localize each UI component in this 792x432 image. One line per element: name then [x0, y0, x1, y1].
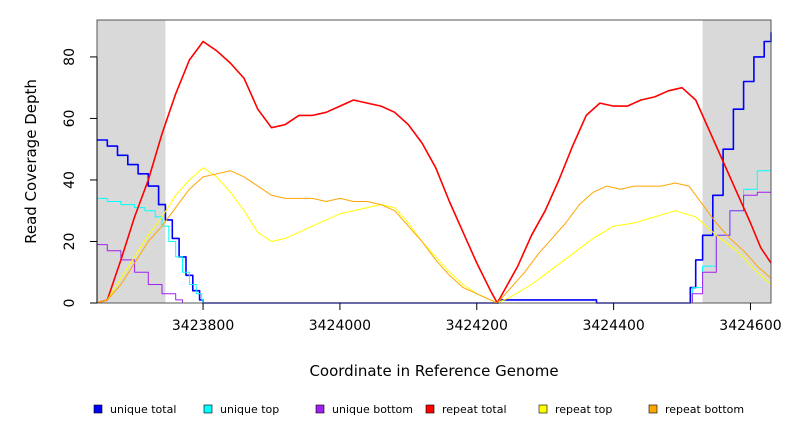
x-tick-label-4: 3424400: [582, 318, 644, 334]
y-tick-label-3: 40: [62, 171, 78, 189]
legend-swatch-unique-bottom: [315, 404, 325, 414]
x-tick-label-2: 3424000: [309, 318, 371, 334]
x-tick-label-5: 3424600: [719, 318, 781, 334]
legend-swatch-repeat-bottom: [648, 404, 658, 414]
legend-swatch-repeat-total: [425, 404, 435, 414]
legend-swatch-unique-top: [203, 404, 213, 414]
y-tick-label-4: 60: [62, 110, 78, 128]
series-line-repeat-top: [96, 167, 772, 304]
x-tick-label-1: 3423800: [172, 318, 234, 334]
series-line-unique-total: [97, 32, 772, 304]
legend-swatch-repeat-top: [538, 404, 548, 414]
series-line-repeat-bottom: [96, 170, 772, 304]
x-axis-title: Coordinate in Reference Genome: [309, 362, 558, 380]
y-axis: 0 20 40 60 80: [62, 48, 98, 308]
x-tick-label-3: 3424200: [446, 318, 508, 334]
y-tick-label-2: 20: [62, 233, 78, 251]
shaded-region-2: [702, 20, 771, 303]
x-axis: 3423800 3424000 3424200 3424400 3424600: [172, 303, 782, 334]
y-tick-label-5: 80: [62, 48, 78, 66]
y-axis-title: Read Coverage Depth: [22, 79, 40, 244]
legend-label-repeat-bottom: repeat bottom: [665, 403, 744, 416]
shaded-regions: [97, 20, 771, 303]
legend-label-repeat-total: repeat total: [442, 403, 507, 416]
series-line-repeat-total: [96, 40, 772, 304]
series-line-unique-top: [97, 155, 772, 304]
legend-label-repeat-top: repeat top: [555, 403, 612, 416]
y-tick-label-1: 0: [62, 299, 78, 308]
plot-border: [96, 19, 772, 304]
legend-label-unique-bottom: unique bottom: [332, 403, 413, 416]
shaded-region-1: [97, 20, 166, 303]
series-lines: [96, 32, 772, 304]
legend-label-unique-top: unique top: [220, 403, 279, 416]
legend-swatch-unique-total: [93, 404, 103, 414]
series-line-unique-bottom: [97, 189, 772, 304]
legend: unique total unique top unique bottom repea…: [93, 403, 744, 416]
legend-label-unique-total: unique total: [110, 403, 176, 416]
